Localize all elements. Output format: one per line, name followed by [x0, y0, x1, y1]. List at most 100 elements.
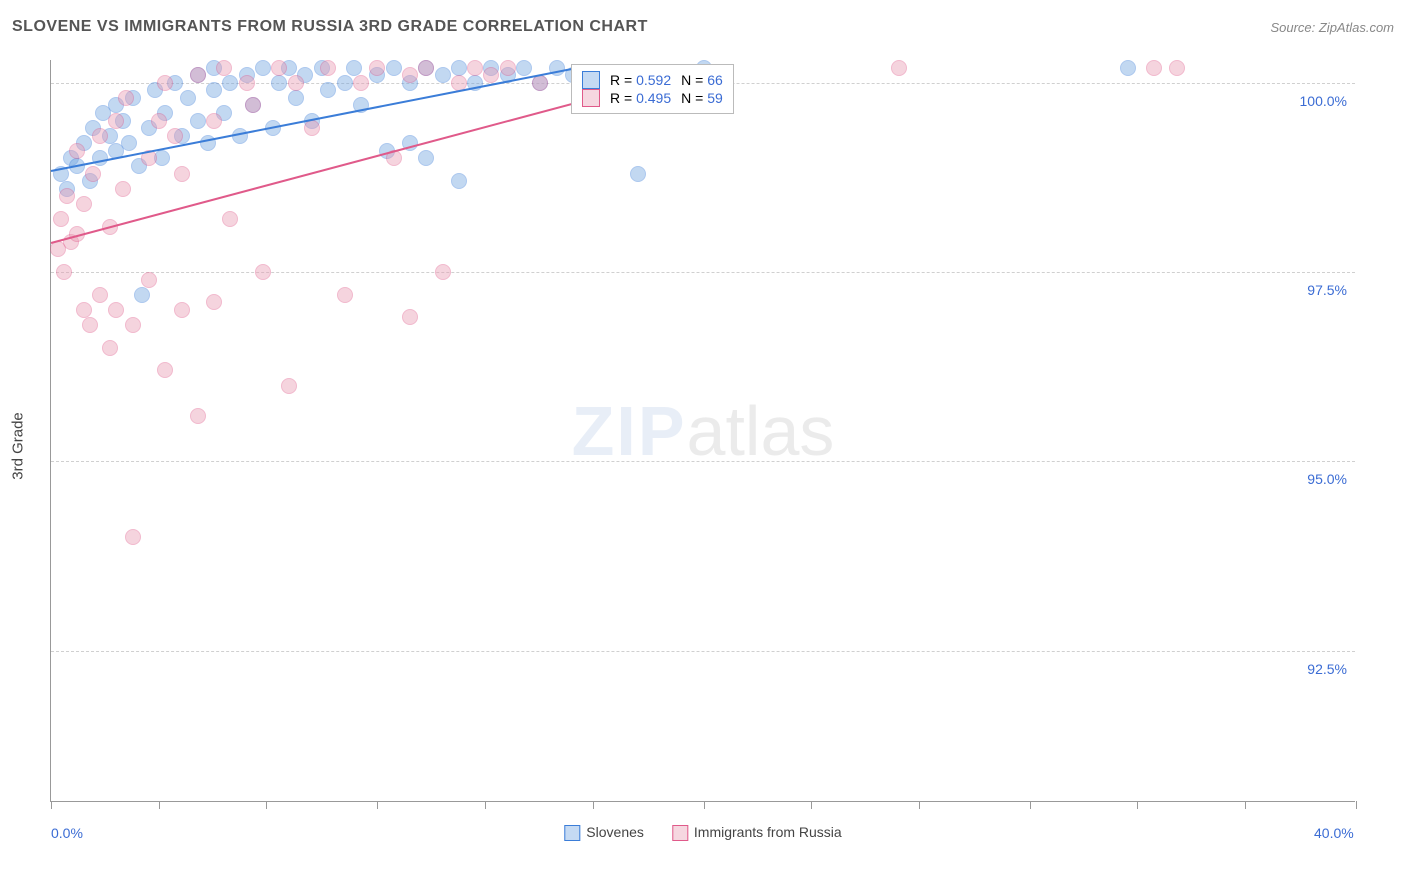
data-point — [180, 90, 196, 106]
data-point — [115, 181, 131, 197]
stat-r-label: R = 0.495 — [610, 90, 671, 106]
data-point — [174, 166, 190, 182]
data-point — [222, 75, 238, 91]
data-point — [125, 529, 141, 545]
data-point — [190, 67, 206, 83]
y-tick-label: 92.5% — [1307, 661, 1347, 677]
x-tick-label: 40.0% — [1314, 825, 1354, 841]
stats-row: R = 0.495N = 59 — [582, 89, 723, 107]
y-tick-label: 95.0% — [1307, 471, 1347, 487]
data-point — [108, 302, 124, 318]
data-point — [118, 90, 134, 106]
data-point — [467, 60, 483, 76]
gridline-h — [51, 272, 1355, 273]
watermark: ZIPatlas — [572, 391, 835, 471]
legend-bottom: Slovenes Immigrants from Russia — [564, 824, 841, 841]
data-point — [288, 90, 304, 106]
x-tick — [1137, 801, 1138, 809]
data-point — [1146, 60, 1162, 76]
stat-r-value: 0.592 — [636, 72, 671, 88]
data-point — [451, 60, 467, 76]
data-point — [76, 302, 92, 318]
data-point — [483, 67, 499, 83]
y-tick-label: 100.0% — [1300, 93, 1347, 109]
plot-area: ZIPatlas 92.5%95.0%97.5%100.0% 0.0%40.0%… — [50, 60, 1355, 802]
y-axis-title: 3rd Grade — [10, 412, 27, 480]
data-point — [167, 128, 183, 144]
data-point — [134, 287, 150, 303]
legend-label: Slovenes — [586, 824, 644, 840]
stats-row: R = 0.592N = 66 — [582, 71, 723, 89]
data-point — [320, 82, 336, 98]
data-point — [1169, 60, 1185, 76]
data-point — [157, 362, 173, 378]
data-point — [216, 60, 232, 76]
x-tick — [593, 801, 594, 809]
data-point — [151, 113, 167, 129]
data-point — [125, 317, 141, 333]
chart-source: Source: ZipAtlas.com — [1270, 20, 1394, 35]
data-point — [59, 188, 75, 204]
data-point — [239, 75, 255, 91]
x-tick-label: 0.0% — [51, 825, 83, 841]
data-point — [1120, 60, 1136, 76]
data-point — [451, 173, 467, 189]
data-point — [353, 75, 369, 91]
data-point — [320, 60, 336, 76]
x-tick — [1030, 801, 1031, 809]
data-point — [190, 408, 206, 424]
data-point — [369, 60, 385, 76]
stats-legend-box: R = 0.592N = 66R = 0.495N = 59 — [571, 64, 734, 114]
data-point — [337, 287, 353, 303]
watermark-part1: ZIP — [572, 392, 687, 470]
x-tick — [811, 801, 812, 809]
data-point — [245, 97, 261, 113]
data-point — [206, 113, 222, 129]
y-tick-label: 97.5% — [1307, 282, 1347, 298]
data-point — [346, 60, 362, 76]
watermark-part2: atlas — [687, 392, 835, 470]
data-point — [206, 82, 222, 98]
stat-r-value: 0.495 — [636, 90, 671, 106]
data-point — [255, 60, 271, 76]
data-point — [157, 75, 173, 91]
x-tick — [919, 801, 920, 809]
x-tick — [1245, 801, 1246, 809]
data-point — [92, 128, 108, 144]
data-point — [53, 211, 69, 227]
data-point — [174, 302, 190, 318]
data-point — [500, 60, 516, 76]
data-point — [85, 166, 101, 182]
legend-swatch — [672, 825, 688, 841]
data-point — [92, 287, 108, 303]
x-tick — [51, 801, 52, 809]
data-point — [190, 113, 206, 129]
data-point — [271, 60, 287, 76]
x-tick — [485, 801, 486, 809]
data-point — [255, 264, 271, 280]
legend-swatch — [564, 825, 580, 841]
data-point — [271, 75, 287, 91]
x-tick — [159, 801, 160, 809]
x-tick — [1356, 801, 1357, 809]
stat-r-label: R = 0.592 — [610, 72, 671, 88]
data-point — [222, 211, 238, 227]
gridline-h — [51, 651, 1355, 652]
legend-label: Immigrants from Russia — [694, 824, 842, 840]
data-point — [402, 67, 418, 83]
data-point — [304, 120, 320, 136]
x-tick — [266, 801, 267, 809]
data-point — [418, 150, 434, 166]
x-tick — [704, 801, 705, 809]
data-point — [386, 60, 402, 76]
data-point — [281, 378, 297, 394]
chart-title: SLOVENE VS IMMIGRANTS FROM RUSSIA 3RD GR… — [12, 18, 648, 36]
stat-n-value: 59 — [707, 90, 723, 106]
data-point — [418, 60, 434, 76]
legend-item: Immigrants from Russia — [672, 824, 842, 841]
data-point — [102, 340, 118, 356]
data-point — [82, 317, 98, 333]
data-point — [76, 196, 92, 212]
legend-swatch — [582, 71, 600, 89]
data-point — [891, 60, 907, 76]
